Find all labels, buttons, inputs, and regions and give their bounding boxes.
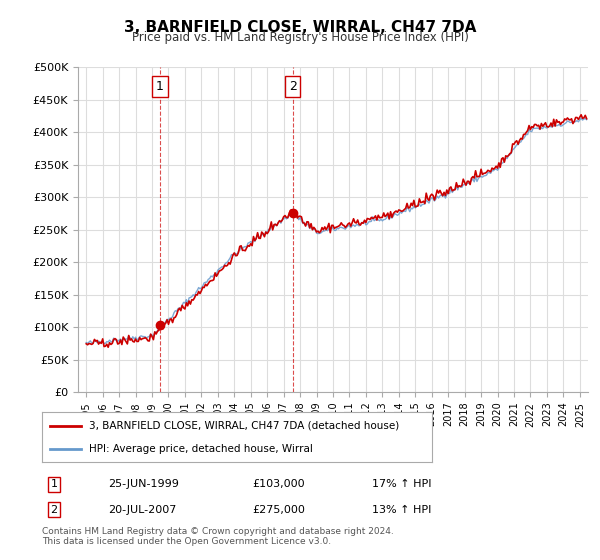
Text: 3, BARNFIELD CLOSE, WIRRAL, CH47 7DA (detached house): 3, BARNFIELD CLOSE, WIRRAL, CH47 7DA (de… <box>89 421 399 431</box>
Text: 1: 1 <box>50 479 58 489</box>
Text: HPI: Average price, detached house, Wirral: HPI: Average price, detached house, Wirr… <box>89 445 313 454</box>
Text: 3, BARNFIELD CLOSE, WIRRAL, CH47 7DA: 3, BARNFIELD CLOSE, WIRRAL, CH47 7DA <box>124 20 476 35</box>
Text: 2: 2 <box>289 80 296 93</box>
Text: 17% ↑ HPI: 17% ↑ HPI <box>372 479 431 489</box>
Text: 2: 2 <box>50 505 58 515</box>
Text: £275,000: £275,000 <box>252 505 305 515</box>
Text: 25-JUN-1999: 25-JUN-1999 <box>108 479 179 489</box>
Text: Contains HM Land Registry data © Crown copyright and database right 2024.
This d: Contains HM Land Registry data © Crown c… <box>42 526 394 546</box>
Text: Price paid vs. HM Land Registry's House Price Index (HPI): Price paid vs. HM Land Registry's House … <box>131 31 469 44</box>
Text: 13% ↑ HPI: 13% ↑ HPI <box>372 505 431 515</box>
Text: 1: 1 <box>156 80 164 93</box>
Text: 20-JUL-2007: 20-JUL-2007 <box>108 505 176 515</box>
Text: £103,000: £103,000 <box>252 479 305 489</box>
